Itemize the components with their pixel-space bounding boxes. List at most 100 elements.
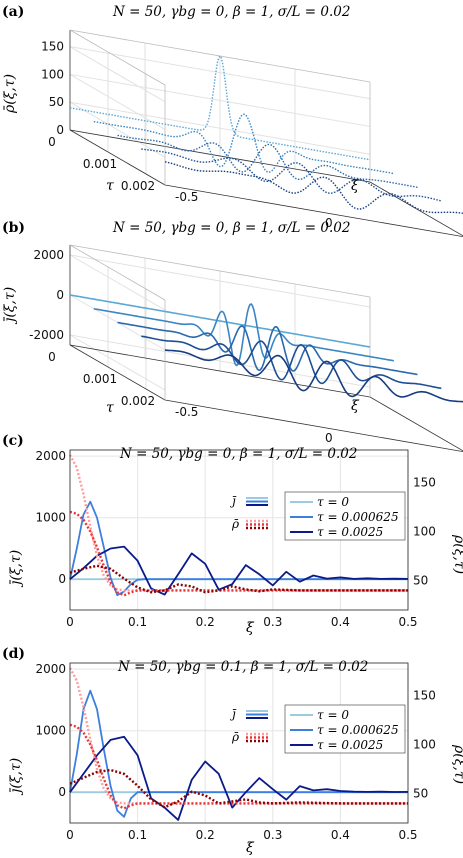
panel-d-ylabel: j̄(ξ,τ) xyxy=(8,758,24,796)
legend-label: τ = 0 xyxy=(317,495,349,509)
axis-edge xyxy=(69,129,166,186)
tau-tick-label: 0.001 xyxy=(83,157,117,171)
panel-a-xlabel: ξ xyxy=(351,178,360,194)
panel-a-zlabel: ρ̄(ξ,τ) xyxy=(2,74,18,114)
x-tick-label: 0.1 xyxy=(128,615,147,629)
legend-label: τ = 0 xyxy=(317,708,349,722)
x-tick-label: 0.5 xyxy=(398,828,417,842)
axis-edge xyxy=(69,344,371,398)
panel-c-title: N = 50, γbg = 0, β = 1, σ/L = 0.02 xyxy=(119,446,357,462)
y-tick-label: 1000 xyxy=(35,511,66,525)
axis-edge xyxy=(69,29,166,86)
axis-edge xyxy=(69,129,371,183)
grid-line xyxy=(69,73,371,127)
panel-b: (b) N = 50, γbg = 0, β = 1, σ/L = 0.02 j… xyxy=(2,220,463,453)
series-line-j xyxy=(69,545,409,596)
x-tick-label: 0.5 xyxy=(398,615,417,629)
series-line-tau-4 xyxy=(164,349,463,403)
series-line-rho xyxy=(69,510,408,597)
y-tick-label: 2000 xyxy=(35,662,66,676)
panel-b-letter: (b) xyxy=(2,220,25,236)
z-tick-label: 2000 xyxy=(33,248,64,262)
xi-tick-label: 0 xyxy=(325,216,333,230)
grid-line xyxy=(69,254,371,308)
x-tick-label: 0.4 xyxy=(331,828,350,842)
panel-c-y2label: ρ̄(ξ,τ) xyxy=(451,534,463,574)
panel-a: (a) N = 50, γbg = 0, β = 1, σ/L = 0.02 ρ… xyxy=(2,4,463,238)
grid-line xyxy=(69,74,166,130)
x-tick-label: 0.2 xyxy=(196,615,215,629)
panel-a-3d-box xyxy=(69,29,463,238)
grid-line xyxy=(69,334,371,388)
series-line-tau-2 xyxy=(117,134,418,188)
legend-j-key: j̄ xyxy=(230,494,237,508)
panel-d-letter: (d) xyxy=(2,646,25,662)
series-line-tau-1 xyxy=(93,113,394,175)
z-tick-label: 0 xyxy=(56,288,64,302)
xi-tick-label: -0.5 xyxy=(175,190,198,204)
series-line-rho xyxy=(68,667,408,805)
x-tick-label: 0.3 xyxy=(263,828,282,842)
axis-edge xyxy=(69,29,371,83)
y2-tick-label: 50 xyxy=(413,787,428,801)
legend-label: τ = 0.0025 xyxy=(317,738,383,752)
axis-edge xyxy=(69,244,371,298)
y-tick-label: 2000 xyxy=(35,449,66,463)
legend-rho-key: ρ̄ xyxy=(231,517,239,531)
series-line-tau-3 xyxy=(141,335,442,390)
series-line-tau-0 xyxy=(69,294,371,348)
panel-d: (d) 0 0.1 0.2 0.3 0.4 0.5 0 1000 2000 50 100 150 τ =… xyxy=(2,646,463,856)
y-tick-label: 0 xyxy=(58,572,66,586)
z-tick-label: 100 xyxy=(41,67,64,81)
panel-b-xlabel: ξ xyxy=(351,398,360,414)
legend-rho-key: ρ̄ xyxy=(231,730,239,744)
axes-box xyxy=(69,449,409,611)
grid-line xyxy=(69,101,371,155)
grid-line xyxy=(69,101,166,158)
x-tick-label: 0.2 xyxy=(196,828,215,842)
xi-tick-label: -0.5 xyxy=(175,405,198,419)
axes-box xyxy=(69,662,409,824)
panel-c-xlabel: ξ xyxy=(246,620,255,636)
y2-tick-label: 50 xyxy=(413,574,428,588)
axis-edge xyxy=(69,244,166,301)
tau-tick-label: 0 xyxy=(48,350,56,364)
panel-d-y2label: ρ̄(ξ,τ) xyxy=(451,744,463,784)
series-line-rho xyxy=(69,723,408,810)
grid-line xyxy=(69,254,166,311)
x-tick-label: 0 xyxy=(66,828,74,842)
z-tick-label: -2000 xyxy=(29,328,64,342)
y2-tick-label: 150 xyxy=(413,688,436,702)
panel-a-curves xyxy=(69,54,463,214)
panel-d-xlabel: ξ xyxy=(246,840,255,856)
legend-label: τ = 0.000625 xyxy=(317,510,399,524)
y2-tick-label: 100 xyxy=(413,524,436,538)
x-tick-label: 0 xyxy=(66,615,74,629)
panel-a-ylabel: τ xyxy=(106,178,114,194)
series-line-tau-4 xyxy=(164,161,463,214)
z-tick-label: 150 xyxy=(41,40,64,54)
series-line-tau-1 xyxy=(93,303,394,367)
grid-line xyxy=(69,46,166,103)
series-line-rho xyxy=(69,564,408,594)
legend-label: τ = 0.000625 xyxy=(317,723,399,737)
y-tick-label: 0 xyxy=(58,785,66,799)
y-tick-label: 1000 xyxy=(35,724,66,738)
x-tick-label: 0.3 xyxy=(263,615,282,629)
series-line-rho xyxy=(69,768,408,809)
series-line-tau-0 xyxy=(69,54,371,161)
xi-tick-label: 0 xyxy=(325,431,333,445)
panel-c: (c) 0 0.1 0.2 0.3 0.4 0.5 0 1000 2000 50 100 150 τ =… xyxy=(2,433,463,636)
panel-b-ylabel: τ xyxy=(106,400,114,416)
grid-line xyxy=(69,334,166,391)
grid-line xyxy=(69,46,371,100)
x-tick-label: 0.4 xyxy=(331,615,350,629)
tau-tick-label: 0.002 xyxy=(121,394,155,408)
panel-c-ylabel: j̄(ξ,τ) xyxy=(8,550,24,588)
panel-c-letter: (c) xyxy=(2,433,24,449)
panel-b-title: N = 50, γbg = 0, β = 1, σ/L = 0.02 xyxy=(112,220,350,236)
axis-edge xyxy=(164,399,463,453)
